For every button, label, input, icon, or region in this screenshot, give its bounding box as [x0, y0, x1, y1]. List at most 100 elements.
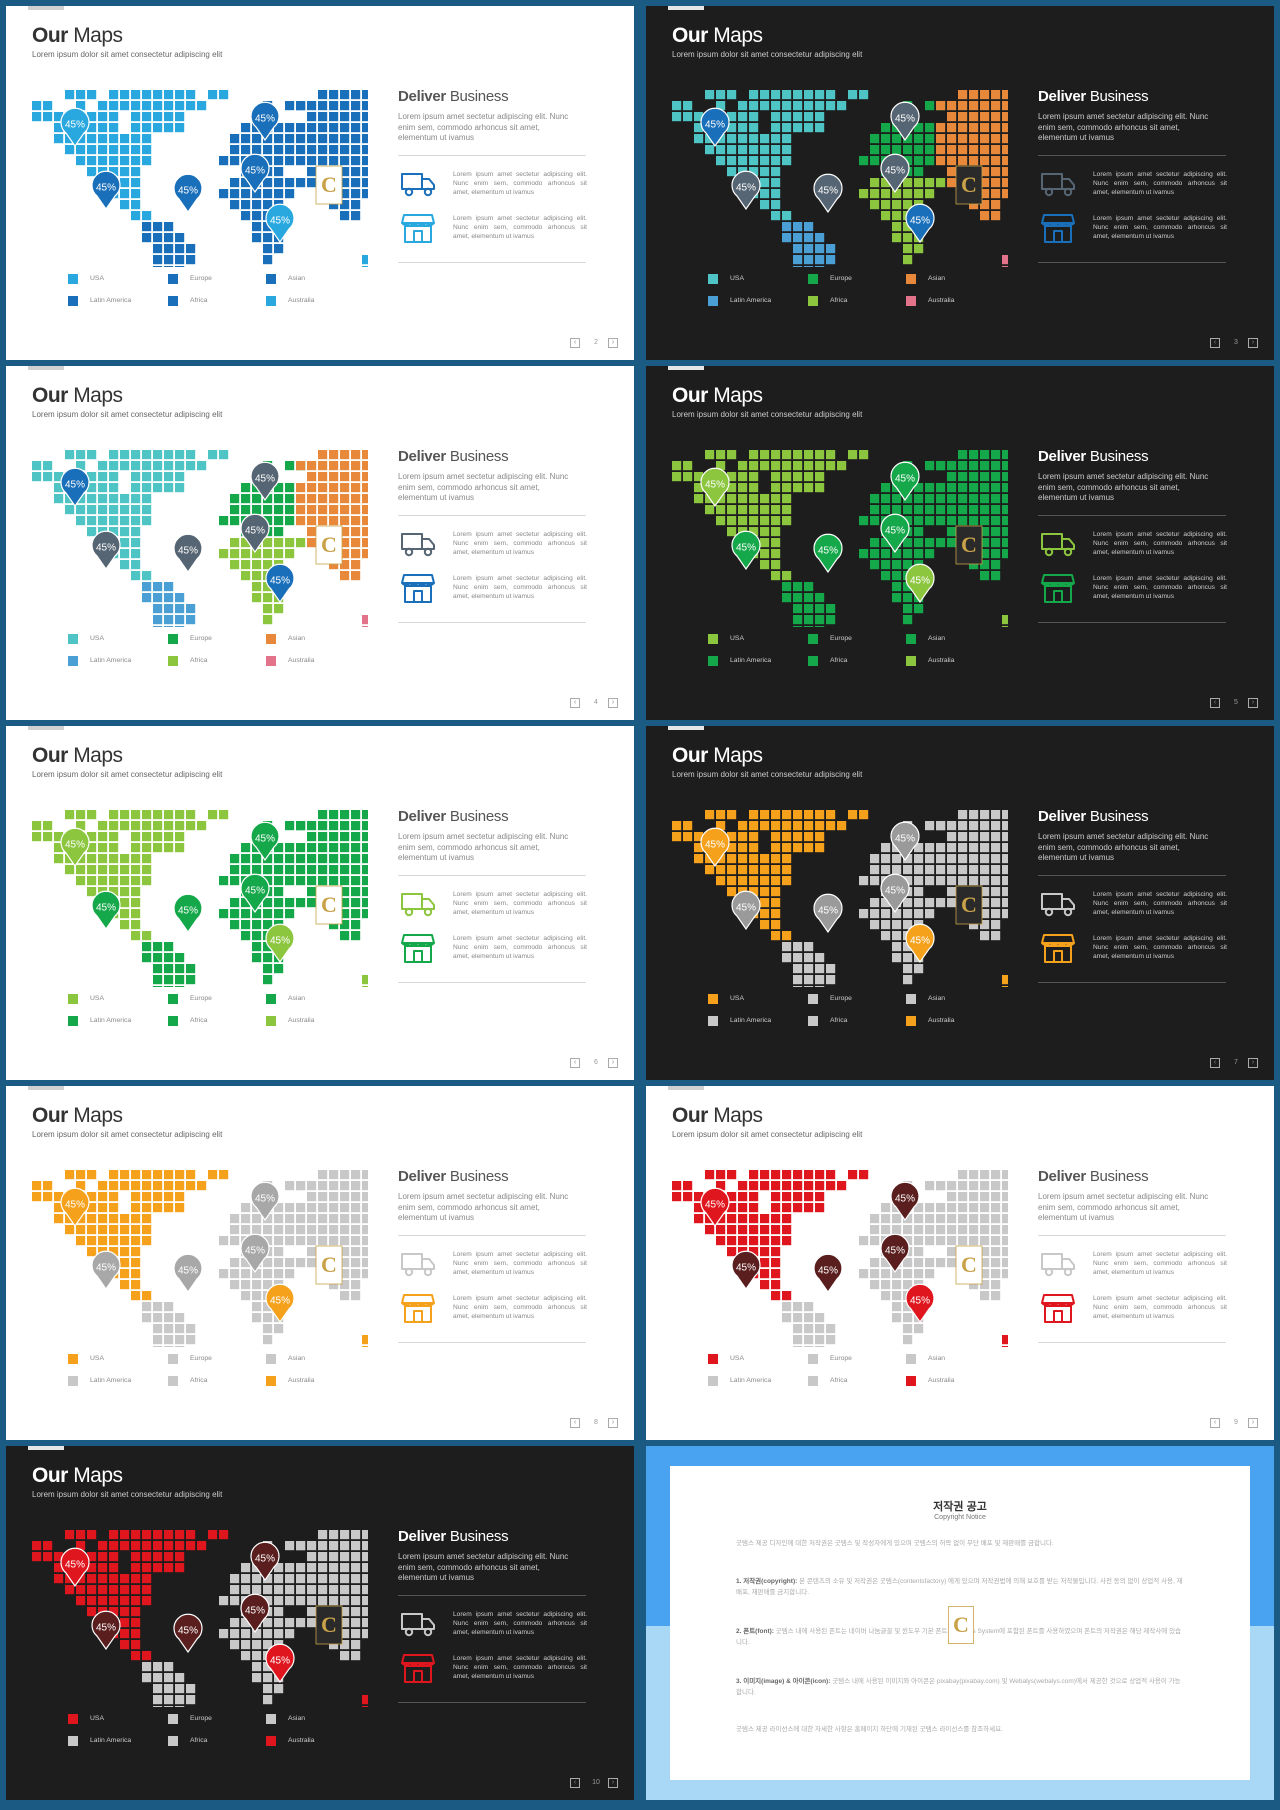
map-dot-na — [142, 1530, 152, 1540]
map-dot-eu — [870, 1225, 880, 1235]
map-dot-af — [892, 233, 902, 243]
map-dot-af — [903, 222, 913, 232]
map-dot-as — [362, 1607, 368, 1617]
map-dot-eu — [903, 854, 913, 864]
pin-label: 45% — [895, 114, 915, 125]
map-dot-as — [340, 527, 350, 537]
map-dot-sa — [826, 255, 836, 265]
prev-page-button[interactable]: ‹ — [1210, 1418, 1220, 1428]
feature-text: Lorem ipsum amet sectetur adipiscing eli… — [453, 935, 587, 960]
map-dot-na — [771, 134, 781, 144]
next-page-button[interactable]: › — [608, 1418, 618, 1428]
map-dot-as — [969, 112, 979, 122]
slide-page-8[interactable]: Our Maps Lorem ipsum dolor sit amet cons… — [6, 1086, 634, 1440]
prev-page-button[interactable]: ‹ — [570, 1418, 580, 1428]
map-dot-na — [164, 1563, 174, 1573]
map-dot-na — [109, 1181, 119, 1191]
map-dot-sa — [175, 233, 185, 243]
svg-text:C: C — [961, 532, 977, 557]
map-dot-na — [87, 832, 97, 842]
map-dot-as — [991, 494, 1001, 504]
svg-text:C: C — [321, 892, 337, 917]
map-dot-na — [32, 1181, 42, 1191]
map-dot-na — [120, 1225, 130, 1235]
prev-page-button[interactable]: ‹ — [570, 1058, 580, 1068]
prev-page-button[interactable]: ‹ — [570, 338, 580, 348]
map-dot-af — [230, 898, 240, 908]
prev-page-button[interactable]: ‹ — [1210, 1058, 1220, 1068]
map-dot-as — [980, 145, 990, 155]
map-dot-au — [362, 266, 368, 267]
map-dot-na — [837, 821, 847, 831]
slide-page-6[interactable]: Our Maps Lorem ipsum dolor sit amet cons… — [6, 726, 634, 1080]
slide-page-4[interactable]: Our Maps Lorem ipsum dolor sit amet cons… — [6, 366, 634, 720]
map-dot-na — [727, 450, 737, 460]
map-dot-eu — [219, 1236, 229, 1246]
map-dot-na — [771, 527, 781, 537]
map-dot-as — [329, 101, 339, 111]
percentage-pin-as: 45% — [250, 1181, 280, 1222]
next-page-button[interactable]: › — [1248, 698, 1258, 708]
legend-label: USA — [90, 995, 104, 1002]
map-dot-af — [870, 1258, 880, 1268]
map-dot-na — [760, 560, 770, 570]
map-dot-au — [362, 1695, 368, 1705]
section-description: Lorem ipsum amet sectetur adipiscing eli… — [398, 472, 569, 502]
prev-page-button[interactable]: ‹ — [1210, 338, 1220, 348]
map-dot-eu — [263, 1236, 273, 1246]
next-page-button[interactable]: › — [1248, 1418, 1258, 1428]
map-dot-sa — [186, 255, 196, 265]
map-dot-eu — [219, 156, 229, 166]
map-dot-na — [153, 101, 163, 111]
map-dot-na — [87, 167, 97, 177]
next-page-button[interactable]: › — [608, 1778, 618, 1788]
map-dot-na — [109, 1192, 119, 1202]
map-dot-eu — [925, 854, 935, 864]
slide-page-10[interactable]: Our Maps Lorem ipsum dolor sit amet cons… — [6, 1446, 634, 1800]
next-page-button[interactable]: › — [608, 338, 618, 348]
map-dot-as — [340, 1530, 350, 1540]
map-dot-as — [351, 1247, 361, 1257]
map-dot-as — [318, 1530, 328, 1540]
prev-page-button[interactable]: ‹ — [1210, 698, 1220, 708]
map-dot-as — [329, 134, 339, 144]
map-dot-as — [362, 1269, 368, 1279]
map-dot-eu — [241, 1563, 251, 1573]
slide-page-3[interactable]: Our Maps Lorem ipsum dolor sit amet cons… — [646, 6, 1274, 360]
map-dot-as — [307, 134, 317, 144]
prev-page-button[interactable]: ‹ — [570, 698, 580, 708]
map-dot-af — [274, 244, 284, 254]
map-dot-na — [760, 1280, 770, 1290]
map-dot-af — [274, 538, 284, 548]
map-dot-na — [142, 1596, 152, 1606]
next-page-button[interactable]: › — [608, 698, 618, 708]
next-page-button[interactable]: › — [1248, 1058, 1258, 1068]
map-dot-eu — [914, 887, 924, 897]
map-dot-na — [815, 832, 825, 842]
legend-label: Europe — [190, 275, 212, 282]
map-dot-as — [340, 549, 350, 559]
legend-swatch — [266, 994, 276, 1004]
next-page-button[interactable]: › — [608, 1058, 618, 1068]
slide-page-2[interactable]: Our Maps Lorem ipsum dolor sit amet cons… — [6, 6, 634, 360]
map-dot-as — [980, 1258, 990, 1268]
slide-page-7[interactable]: Our Maps Lorem ipsum dolor sit amet cons… — [646, 726, 1274, 1080]
pin-label: 45% — [178, 546, 198, 557]
map-dot-as — [947, 123, 957, 133]
map-dot-as — [318, 483, 328, 493]
map-dot-eu — [914, 854, 924, 864]
slide-page-5[interactable]: Our Maps Lorem ipsum dolor sit amet cons… — [646, 366, 1274, 720]
map-dot-as — [362, 1585, 368, 1595]
map-dot-na — [837, 1181, 847, 1191]
map-dot-af — [870, 560, 880, 570]
slide-page-9[interactable]: Our Maps Lorem ipsum dolor sit amet cons… — [646, 1086, 1274, 1440]
percentage-pin-sa: 45% — [731, 170, 761, 211]
map-dot-eu — [859, 516, 869, 526]
map-dot-eu — [870, 156, 880, 166]
next-page-button[interactable]: › — [1248, 338, 1258, 348]
map-dot-sa — [153, 1662, 163, 1672]
map-dot-na — [131, 134, 141, 144]
map-dot-na — [727, 832, 737, 842]
map-dot-eu — [230, 1214, 240, 1224]
prev-page-button[interactable]: ‹ — [570, 1778, 580, 1788]
